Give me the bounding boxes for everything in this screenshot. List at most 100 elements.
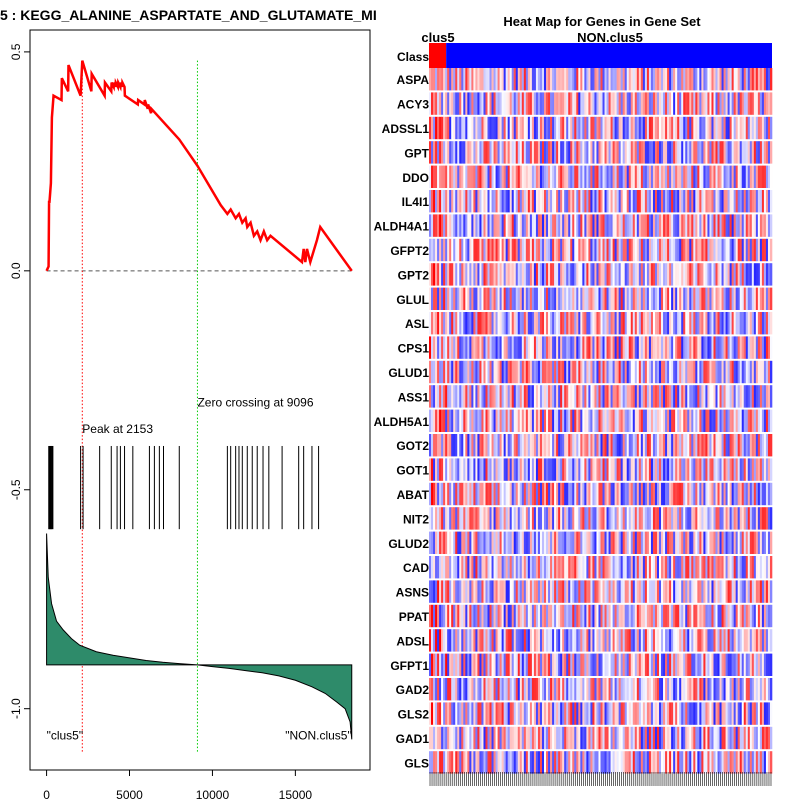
heatmap-cell	[650, 653, 654, 676]
heatmap-cell	[546, 287, 549, 310]
heatmap-cell	[630, 726, 634, 750]
heatmap-cell	[665, 507, 668, 530]
heatmap-cell	[733, 580, 736, 603]
heatmap-cell	[459, 507, 462, 530]
heatmap-cell	[606, 385, 609, 408]
heatmap-cell	[703, 238, 706, 262]
heatmap-cell	[719, 360, 722, 384]
heatmap-cell	[602, 678, 605, 701]
heatmap-cell	[665, 190, 668, 213]
heatmap-cell	[636, 263, 640, 286]
heatmap-cell	[477, 214, 480, 237]
heatmap-cell	[435, 629, 438, 652]
heatmap-cell	[546, 190, 549, 213]
heatmap-cell	[602, 141, 605, 164]
heatmap-cell	[550, 702, 553, 725]
heatmap-cell	[515, 238, 519, 262]
heatmap-cell	[507, 263, 511, 286]
heatmap-cell	[689, 238, 692, 262]
heatmap-cell	[539, 312, 543, 335]
heatmap-cell	[628, 263, 632, 286]
heatmap-cell	[632, 287, 636, 310]
heatmap-cell	[580, 409, 583, 432]
heatmap-cell	[578, 580, 581, 603]
heatmap-cell	[481, 726, 484, 750]
heatmap-cell	[515, 165, 519, 188]
heatmap-cell	[715, 751, 718, 774]
heatmap-cell	[443, 141, 446, 164]
heatmap-cell	[667, 482, 670, 506]
heatmap-cell	[429, 507, 432, 530]
heatmap-cell	[535, 360, 539, 384]
heatmap-cell	[648, 92, 652, 115]
heatmap-cell	[755, 678, 759, 701]
heatmap-cell	[703, 92, 706, 115]
heatmap-cell	[443, 238, 446, 262]
heatmap-cell	[558, 580, 561, 603]
heatmap-cell	[610, 409, 613, 432]
heatmap-cell	[558, 165, 561, 188]
heatmap-cell	[604, 482, 607, 506]
heatmap-cell	[602, 653, 605, 676]
heatmap-cell	[725, 263, 728, 286]
heatmap-cell	[568, 214, 571, 237]
heatmap-cell	[687, 678, 690, 701]
heatmap-cell	[552, 409, 555, 432]
heatmap-cell	[562, 287, 565, 310]
heatmap-cell	[517, 312, 521, 335]
heatmap-cell	[525, 726, 529, 750]
heatmap-cell	[731, 702, 734, 725]
heatmap-cell	[517, 116, 521, 140]
heatmap-cell	[590, 409, 593, 432]
heatmap-cell	[523, 336, 527, 359]
heatmap-cell	[441, 678, 444, 701]
heatmap-cell	[729, 678, 732, 701]
heatmap-cell	[669, 507, 672, 530]
heatmap-cell	[584, 385, 587, 408]
heatmap-cell	[646, 287, 650, 310]
heatmap-cell	[525, 580, 529, 603]
heatmap-cell	[507, 653, 511, 676]
heatmap-cell	[632, 141, 636, 164]
heatmap-cell	[687, 141, 690, 164]
heatmap-cell	[636, 531, 640, 554]
heatmap-cell	[596, 287, 599, 310]
heatmap-cell	[475, 726, 478, 750]
heatmap-cell	[606, 238, 609, 262]
heatmap-cell	[529, 751, 533, 774]
heatmap-cell	[455, 531, 458, 554]
heatmap-cell	[533, 726, 537, 750]
heatmap-cell	[519, 580, 523, 603]
heatmap-cell	[580, 336, 583, 359]
heatmap-cell	[636, 507, 640, 530]
heatmap-cell	[739, 751, 743, 774]
heatmap-cell	[652, 434, 656, 457]
heatmap-cell	[745, 287, 749, 310]
heatmap-cell	[709, 92, 712, 115]
heatmap-cell	[626, 385, 630, 408]
heatmap-cell	[727, 629, 730, 652]
heatmap-cell	[580, 531, 583, 554]
heatmap-cell	[602, 263, 605, 286]
heatmap-cell	[669, 726, 672, 750]
heatmap-cell	[509, 507, 513, 530]
heatmap-cell	[443, 653, 446, 676]
heatmap-cell	[614, 116, 617, 140]
heatmap-cell	[685, 458, 688, 481]
heatmap-cell	[590, 141, 593, 164]
heatmap-cell	[584, 434, 587, 457]
heatmap-cell	[663, 726, 666, 750]
heatmap-cell	[673, 287, 676, 310]
heatmap-cell	[727, 702, 730, 725]
heatmap-cell	[661, 92, 664, 115]
heatmap-cell	[628, 629, 632, 652]
heatmap-cell	[723, 556, 726, 579]
heatmap-cell	[606, 92, 609, 115]
heatmap-cell	[513, 653, 517, 676]
heatmap-cell	[489, 190, 492, 213]
ranked-metric-area	[46, 533, 353, 740]
heatmap-cell	[610, 360, 613, 384]
heatmap-cell	[691, 434, 694, 457]
heatmap-cell	[683, 531, 686, 554]
heatmap-cell	[644, 482, 648, 506]
